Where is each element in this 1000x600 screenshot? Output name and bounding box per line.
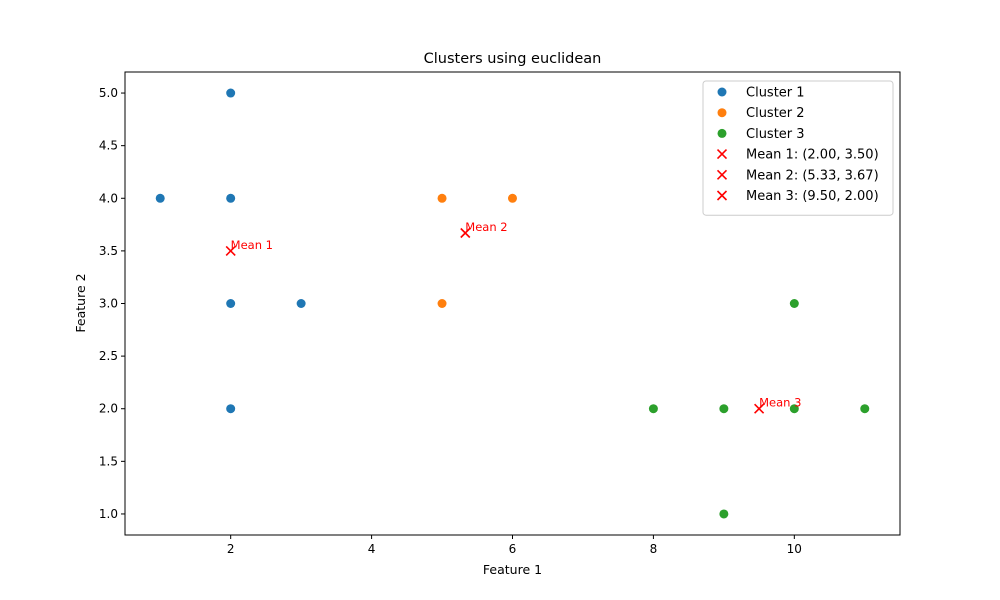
data-point <box>226 404 236 414</box>
data-point <box>789 299 799 308</box>
legend-item: Mean 2: (5.33, 3.67) <box>716 168 879 183</box>
y-tick-label: 4.0 <box>99 191 118 205</box>
legend-label: Cluster 3 <box>746 127 805 142</box>
data-point <box>437 299 447 308</box>
series-4: Mean 1 <box>225 238 273 256</box>
mean-marker <box>754 403 765 414</box>
mean-marker <box>225 245 236 256</box>
legend-label: Cluster 1 <box>746 86 805 101</box>
legend-marker <box>717 87 727 97</box>
mean-marker <box>460 227 471 239</box>
legend-item: Mean 1: (2.00, 3.50) <box>716 148 879 163</box>
series-1 <box>155 88 306 414</box>
legend-label: Mean 1: (2.00, 3.50) <box>746 148 879 163</box>
legend-marker <box>716 169 728 180</box>
data-point <box>719 509 729 519</box>
x-tick-label: 2 <box>227 542 235 556</box>
mean-annotation: Mean 1 <box>231 238 273 252</box>
data-point <box>719 404 729 414</box>
data-point <box>648 404 658 414</box>
y-tick-label: 2.5 <box>99 349 118 363</box>
y-axis-label: Feature 2 <box>73 273 88 332</box>
legend-item: Cluster 3 <box>717 127 805 142</box>
x-tick-label: 6 <box>509 542 517 556</box>
mean-annotation: Mean 2 <box>465 220 507 234</box>
series-2 <box>437 193 517 308</box>
y-tick-label: 4.5 <box>99 139 118 153</box>
series-3 <box>648 299 870 519</box>
y-tick-label: 1.5 <box>99 454 118 468</box>
series-6: Mean 3 <box>754 396 801 414</box>
legend-marker <box>717 128 727 138</box>
data-point <box>296 299 306 308</box>
data-point <box>155 193 165 203</box>
x-axis-label: Feature 1 <box>483 562 542 577</box>
data-point <box>789 404 799 414</box>
chart-title: Clusters using euclidean <box>424 51 602 67</box>
series-5: Mean 2 <box>460 220 508 239</box>
data-point <box>226 299 236 308</box>
data-point <box>860 404 870 414</box>
y-tick-label: 2.0 <box>99 402 118 416</box>
data-point <box>226 88 236 98</box>
plot-area: 2 4 6 8 10 1.0 1.5 2.0 2.5 3.0 3.5 4.0 4.5 5.0 Mean 1 M… <box>99 71 901 556</box>
mean-annotation: Mean 3 <box>759 396 801 410</box>
legend-box <box>702 80 894 216</box>
legend-label: Mean 2: (5.33, 3.67) <box>746 168 879 183</box>
legend-marker <box>716 149 728 160</box>
legend-label: Cluster 2 <box>746 106 805 121</box>
legend-label: Mean 3: (9.50, 2.00) <box>746 189 879 204</box>
legend-item: Cluster 1 <box>717 86 805 101</box>
data-point <box>226 193 236 203</box>
data-point <box>508 193 517 203</box>
legend-marker <box>716 190 728 201</box>
legend-item: Mean 3: (9.50, 2.00) <box>716 189 879 204</box>
y-tick-label: 1.0 <box>99 507 118 521</box>
legend: Cluster 1 Cluster 2 Cluster 3 Mean 1: (2.00… <box>702 80 894 216</box>
y-tick-label: 3.5 <box>99 244 118 258</box>
y-tick-label: 5.0 <box>99 86 118 100</box>
legend-item: Cluster 2 <box>717 106 805 121</box>
legend-marker <box>717 108 727 118</box>
x-tick-label: 4 <box>368 542 376 556</box>
x-tick-label: 10 <box>787 542 802 556</box>
y-tick-label: 3.0 <box>99 297 118 311</box>
data-point <box>437 193 447 203</box>
x-tick-label: 8 <box>650 542 658 556</box>
